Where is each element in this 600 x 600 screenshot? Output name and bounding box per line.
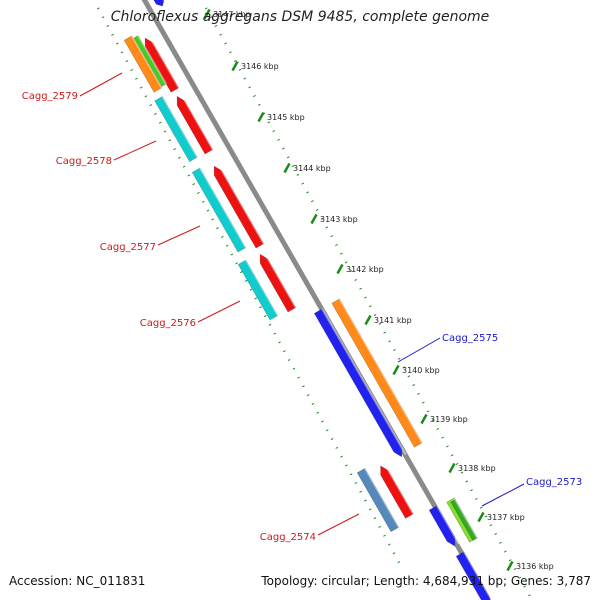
gene-2578-rev: [176, 93, 214, 155]
gene-2573-fwd: [428, 505, 460, 547]
gene-label: Cagg_2579: [22, 91, 78, 102]
genome-summary: Topology: circular; Length: 4,684,931 bp…: [261, 574, 591, 588]
callout-line: [397, 337, 441, 363]
tick-mark: [477, 511, 485, 523]
accession-text: Accession: NC_011831: [9, 574, 146, 588]
gene-2576-cds: [237, 259, 279, 321]
tick-mark: [336, 263, 344, 275]
tick-mark: [392, 364, 400, 376]
gene-2575-cds: [331, 298, 424, 448]
tick-label: 3146 kbp: [241, 62, 279, 71]
tick-label: 3140 kbp: [402, 366, 440, 375]
gene-2574-rev: [380, 463, 415, 519]
callout-line: [317, 513, 360, 536]
genome-backbone: [141, 0, 492, 600]
gene-label: Cagg_2575: [442, 333, 498, 344]
tick-mark: [364, 314, 372, 326]
callout-line: [157, 225, 201, 246]
tick-mark: [420, 413, 428, 425]
gene-2576-rev: [259, 251, 297, 313]
gene-2575-fwd: [313, 308, 407, 458]
tick-mark: [506, 560, 514, 572]
chart-title: Chloroflexus aggregans DSM 9485, complet…: [110, 9, 490, 25]
gene-2579-cds: [123, 35, 163, 93]
gene-label: Cagg_2576: [140, 318, 196, 329]
gene-top-fwd: [151, 0, 168, 7]
tick-mark: [310, 213, 318, 225]
gene-label: Cagg_2573: [526, 477, 582, 488]
gene-2574-cds: [356, 467, 400, 533]
gene-features: [123, 0, 495, 600]
tick-label: 3147 kbp: [213, 10, 251, 19]
tick-label: 3144 kbp: [293, 164, 331, 173]
tick-labels: 3147 kbp 3146 kbp 3145 kbp 3144 kbp 3143 kbp…: [213, 10, 554, 571]
outer-ruler-line: [204, 7, 534, 600]
tick-marks: [203, 8, 514, 572]
gene-2579-rev: [144, 35, 180, 93]
gene-2578-cds: [154, 95, 199, 163]
tick-label: 3139 kbp: [430, 415, 468, 424]
tick-label: 3137 kbp: [487, 513, 525, 522]
callout-line: [197, 300, 241, 323]
gene-2577-cds: [191, 167, 247, 253]
tick-mark: [448, 462, 456, 474]
tick-label: 3136 kbp: [516, 562, 554, 571]
tick-label: 3138 kbp: [458, 464, 496, 473]
tick-label: 3145 kbp: [267, 113, 305, 122]
callout-line: [79, 72, 123, 97]
tick-mark: [283, 162, 291, 174]
gene-callouts: Cagg_2579 Cagg_2578 Cagg_2577 Cagg_2576 Cagg…: [22, 72, 582, 543]
gene-label: Cagg_2574: [260, 532, 316, 543]
tick-label: 3142 kbp: [346, 265, 384, 274]
gene-label: Cagg_2577: [100, 242, 156, 253]
callout-line: [481, 483, 525, 507]
tick-mark: [257, 111, 265, 123]
ruler-dotted-lines: [96, 7, 534, 600]
tick-mark: [203, 8, 211, 20]
tick-label: 3141 kbp: [374, 316, 412, 325]
callout-line: [113, 140, 157, 161]
gene-bottom-fwd: [455, 551, 495, 600]
gene-label: Cagg_2578: [56, 156, 112, 167]
gene-2579-inner: [133, 34, 167, 87]
gene-2573-inner: [450, 499, 478, 541]
gene-2577-rev: [213, 163, 265, 249]
tick-label: 3143 kbp: [320, 215, 358, 224]
inner-ruler-line: [96, 7, 404, 569]
tick-mark: [231, 60, 239, 72]
